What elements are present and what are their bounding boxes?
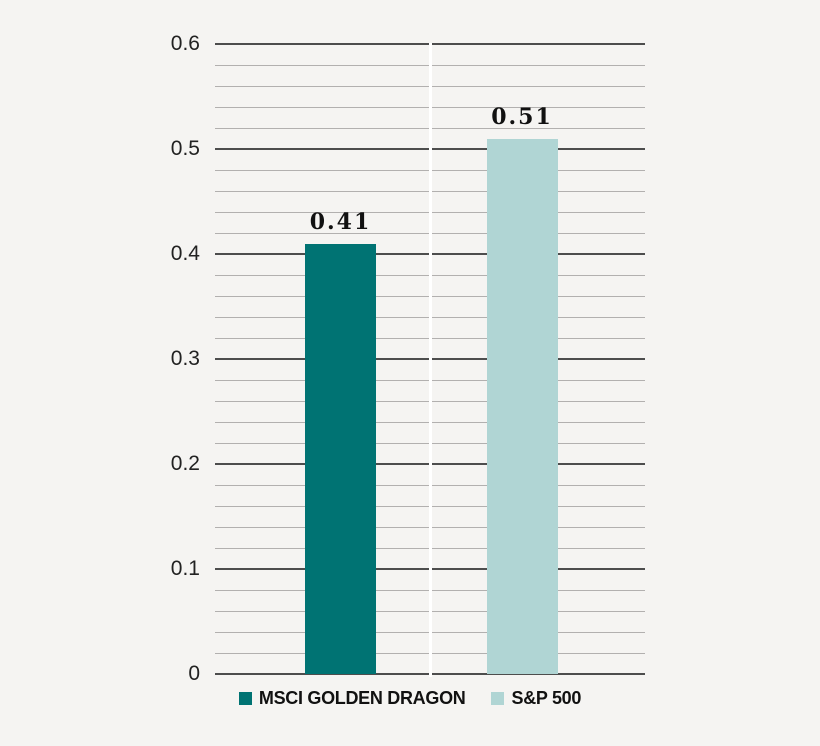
category-separator [429,43,432,677]
y-tick-label: 0.2 [170,452,200,475]
legend: MSCI GOLDEN DRAGON S&P 500 [0,688,820,709]
legend-item-msci-golden-dragon: MSCI GOLDEN DRAGON [238,688,466,709]
plot-area: 0.41 0.51 [215,43,645,677]
y-tick-label: 0.3 [170,347,200,370]
y-tick-label: 0.4 [170,242,200,265]
legend-swatch-light-teal-icon [491,692,505,705]
legend-label: MSCI GOLDEN DRAGON [258,688,466,708]
y-tick-label: 0.6 [170,32,200,55]
y-tick-label: 0 [188,662,200,685]
bar-value-label: 0.51 [491,103,553,130]
legend-label: S&P 500 [511,688,582,708]
y-axis: 0 0.1 0.2 0.3 0.4 0.5 0.6 [0,32,200,685]
y-tick-label: 0.5 [170,137,200,160]
bar-msci-golden-dragon [305,243,376,674]
bar-s-p-500 [486,138,558,674]
legend-item-sp500: S&P 500 [491,688,581,709]
bar-value-label: 0.41 [309,208,372,235]
legend-swatch-dark-teal-icon [238,692,252,705]
y-tick-label: 0.1 [170,557,200,580]
